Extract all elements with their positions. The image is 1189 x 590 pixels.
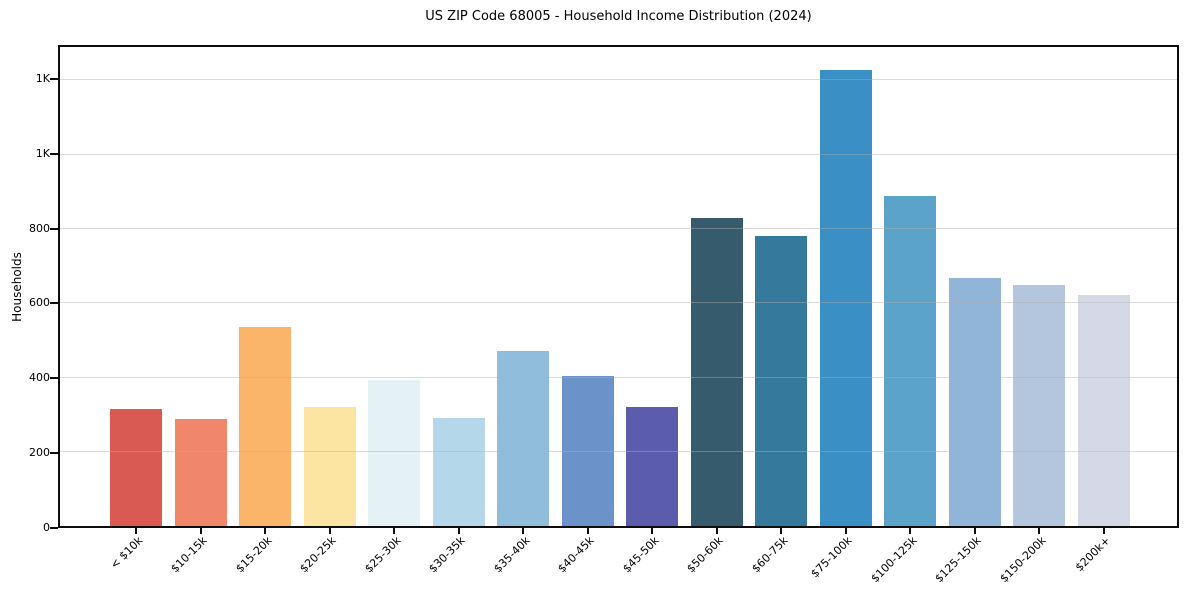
y-tick-mark <box>50 227 58 230</box>
y-tick-mark <box>50 302 58 305</box>
x-tick-label: $25-30k <box>361 534 404 576</box>
x-tick-mark <box>1102 528 1105 534</box>
bar-$30-35k <box>432 417 485 526</box>
y-tick-mark <box>50 152 58 155</box>
x-tick-label: $150-200k <box>997 534 1049 586</box>
x-tick-mark <box>780 528 782 534</box>
x-tick-mark <box>393 528 395 534</box>
bar-$45-50k <box>626 407 678 526</box>
x-tick-label: $100-125k <box>868 534 920 586</box>
x-axis-tick-labels: < $10k $10-15k $15-20k $20-25k $25-30k $30-35… <box>58 534 1179 590</box>
bar-$100-125k <box>884 196 936 526</box>
x-tick-label: $200k+ <box>1072 534 1113 575</box>
x-tick-label: < $10k <box>107 534 146 572</box>
bar-$75-100k <box>819 70 872 526</box>
bar-$10-15k <box>174 418 227 526</box>
y-tick-label: 0 <box>43 521 50 534</box>
x-tick-label: $50-60k <box>684 534 726 576</box>
y-tick-label: 1K <box>35 146 50 160</box>
y-tick-mark <box>50 77 58 80</box>
x-tick-mark <box>586 528 589 534</box>
bar-$125-150k <box>948 278 1001 526</box>
x-tick-mark <box>522 528 524 534</box>
bars-layer <box>60 47 1177 526</box>
y-tick-mark <box>50 452 58 455</box>
y-tick-label: 600 <box>29 296 50 310</box>
x-tick-mark <box>909 528 911 534</box>
x-tick-mark <box>844 528 847 534</box>
y-tick-label: 1K <box>35 71 50 85</box>
x-tick-label: $125-150k <box>932 534 984 586</box>
bar-$200k+ <box>1077 295 1130 526</box>
y-tick-mark <box>50 377 58 380</box>
x-axis-tick-marks <box>58 528 1179 536</box>
x-tick-label: $75-100k <box>808 534 855 581</box>
y-tick-label: 200 <box>29 446 50 460</box>
x-tick-mark <box>973 528 976 534</box>
y-axis-tick-labels: 0 200 400 600 800 1K 1K <box>0 45 50 534</box>
y-axis-tick-marks <box>50 45 58 529</box>
bar-$25-30k <box>368 380 420 526</box>
y-tick-mark <box>50 527 58 529</box>
bar-$35-40k <box>497 350 549 526</box>
x-tick-mark <box>651 528 653 534</box>
x-tick-label: $45-50k <box>619 534 662 576</box>
bar-$40-45k <box>561 375 614 526</box>
x-tick-label: $40-45k <box>555 534 597 576</box>
bar-$50-60k <box>690 217 743 526</box>
chart-title: US ZIP Code 68005 - Household Income Dis… <box>425 9 812 24</box>
x-tick-mark <box>1038 528 1040 534</box>
x-tick-mark <box>264 528 266 534</box>
bar-$20-25k <box>303 407 356 526</box>
bar-$150-200k <box>1013 284 1065 526</box>
x-tick-mark <box>199 528 202 534</box>
x-tick-label: $30-35k <box>426 534 468 576</box>
bar-$60-75k <box>755 235 807 526</box>
x-tick-mark <box>328 528 331 534</box>
y-tick-label: 400 <box>29 371 50 385</box>
x-tick-mark <box>457 528 460 534</box>
x-tick-label: $15-20k <box>232 534 275 576</box>
plot-area <box>58 45 1179 528</box>
x-tick-mark <box>715 528 718 534</box>
x-tick-label: $35-40k <box>490 534 533 576</box>
x-tick-label: $20-25k <box>297 534 339 576</box>
x-tick-mark <box>135 528 137 534</box>
bar-$15-20k <box>239 327 291 526</box>
x-tick-label: $60-75k <box>748 534 791 576</box>
bar-< $10k <box>110 409 162 526</box>
x-tick-label: $10-15k <box>168 534 210 576</box>
y-tick-label: 800 <box>29 221 50 235</box>
